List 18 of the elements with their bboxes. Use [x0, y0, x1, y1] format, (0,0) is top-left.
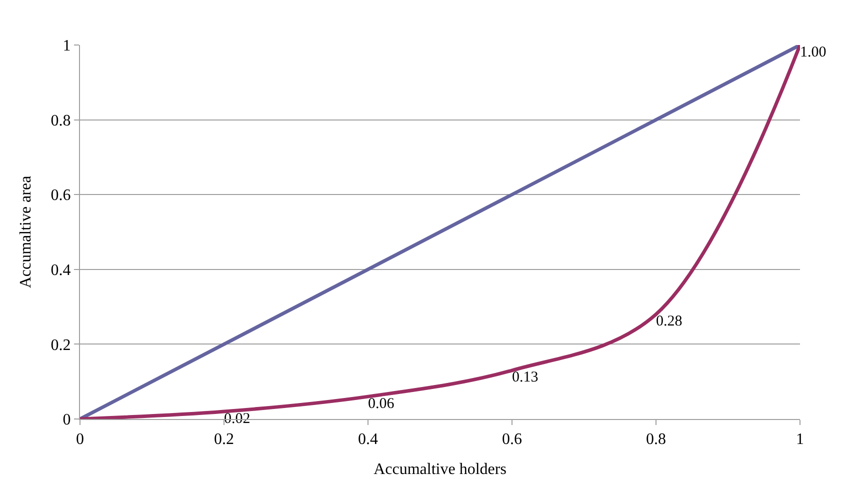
y-axis-title: Accumaltive area: [18, 176, 35, 288]
y-tick-label: 0.8: [50, 112, 71, 130]
x-tick-label: 0.8: [646, 431, 666, 448]
x-tick-label: 0: [76, 431, 84, 448]
y-tick-label: 0.2: [50, 336, 71, 354]
x-axis-title: Accumaltive holders: [374, 460, 506, 478]
x-tick-label: 1: [796, 431, 804, 448]
y-tick-label: 0.4: [50, 262, 71, 279]
data-label: 0.28: [656, 314, 682, 330]
data-label: 1.00: [800, 44, 826, 60]
x-tick-label: 0.6: [502, 431, 522, 448]
x-tick-label: 0.2: [214, 431, 234, 448]
y-tick-label: 0.6: [50, 187, 71, 204]
x-tick-label: 0.4: [358, 431, 378, 448]
y-tick-label: 1: [62, 38, 71, 55]
y-tick-label: 0: [62, 412, 71, 429]
data-label: 0.13: [512, 370, 538, 386]
data-label: 0.06: [368, 396, 395, 412]
